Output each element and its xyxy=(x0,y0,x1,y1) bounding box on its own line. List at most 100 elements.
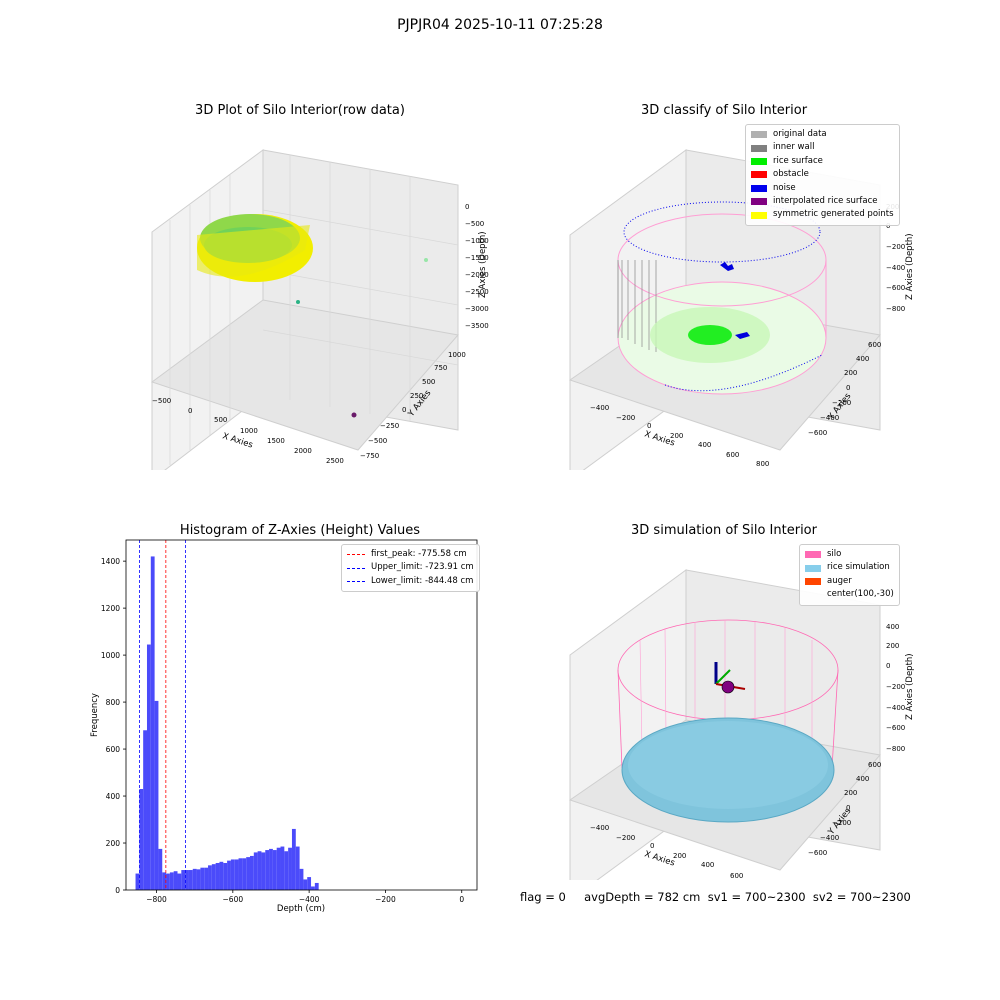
histogram-xlabel: Depth (cm) xyxy=(277,904,325,914)
histogram-bar xyxy=(238,858,243,890)
histogram-bar xyxy=(150,556,155,890)
raw-ztick: −2500 xyxy=(465,288,489,296)
histogram-bar xyxy=(227,860,231,890)
histogram-bar xyxy=(314,882,319,890)
histogram-y-tick-label: 1000 xyxy=(101,651,120,660)
histogram-bar xyxy=(280,846,285,890)
legend-item: center(100,-30) xyxy=(827,589,894,600)
raw-ytick: 250 xyxy=(410,392,423,400)
histogram-bar xyxy=(219,861,224,890)
simulation-ytick: 0 xyxy=(846,804,850,812)
histogram-bar xyxy=(135,873,140,890)
classify-silo xyxy=(617,201,827,395)
legend-item: Lower_limit: -844.48 cm xyxy=(347,575,474,588)
legend-item: silo xyxy=(805,548,894,561)
histogram-reference-lines xyxy=(139,540,186,890)
classify-ytick: −200 xyxy=(832,399,851,407)
simulation-xtick: 0 xyxy=(650,842,654,850)
classify-ytick: 0 xyxy=(846,384,850,392)
classify-xtick: 800 xyxy=(756,460,769,468)
histogram-y-tick-label: 800 xyxy=(106,698,121,707)
raw-point-cloud xyxy=(197,214,428,418)
histogram-bar xyxy=(177,873,182,890)
classify-ytick: 200 xyxy=(844,369,857,377)
histogram-x-tick-label: −400 xyxy=(299,895,320,904)
histogram-x-tick-label: −800 xyxy=(146,895,167,904)
legend-item: symmetric generated points xyxy=(751,208,894,221)
histogram-bar xyxy=(154,700,159,890)
classify-xtick: 600 xyxy=(726,451,739,459)
legend-item: noise xyxy=(751,182,894,195)
histogram-bar xyxy=(234,859,239,890)
classify-xtick: 400 xyxy=(698,441,711,449)
histogram-frame xyxy=(125,539,478,891)
simulation-zlabel: Z Axies (Depth) xyxy=(905,653,915,720)
histogram-x-ticks: −800 −600 −400 −200 0 xyxy=(146,890,464,904)
histogram-bar xyxy=(230,859,235,890)
simulation-ytick: 400 xyxy=(856,775,869,783)
classify-xtick: −400 xyxy=(590,404,609,412)
raw-plot-title: 3D Plot of Silo Interior(row data) xyxy=(195,103,405,118)
simulation-ytick: −400 xyxy=(820,834,839,842)
simulation-ztick: 200 xyxy=(886,642,899,650)
classify-zlabel: Z Axies (Depth) xyxy=(905,233,915,300)
histogram-bar xyxy=(261,852,266,890)
raw-ytick: 0 xyxy=(402,406,406,414)
simulation-xtick: −400 xyxy=(590,824,609,832)
histogram-bar xyxy=(257,851,262,890)
histogram-bar xyxy=(295,846,300,890)
simulation-ztick: 400 xyxy=(886,623,899,631)
histogram-ylabel: Frequency xyxy=(90,693,100,737)
histogram-bar xyxy=(249,855,254,890)
simulation-ztick: −200 xyxy=(886,683,905,691)
legend-item: interpolated rice surface xyxy=(751,195,894,208)
histogram-bar xyxy=(246,857,250,890)
histogram-y-tick-label: 600 xyxy=(106,745,121,754)
histogram-bar xyxy=(291,828,296,890)
simulation-ztick: −600 xyxy=(886,724,905,732)
classify-xtick: 200 xyxy=(670,432,683,440)
histogram-bar xyxy=(188,870,193,890)
histogram-bar xyxy=(208,865,212,890)
figure-title: PJPJR04 2025-10-11 07:25:28 xyxy=(397,17,603,33)
histogram-y-tick-label: 400 xyxy=(106,792,121,801)
histogram-bar xyxy=(166,873,170,890)
histogram-bar xyxy=(173,871,178,890)
classify-xtick: 0 xyxy=(647,422,651,430)
legend-item: rice simulation xyxy=(805,561,894,574)
legend-item: first_peak: -775.58 cm xyxy=(347,548,474,561)
histogram-bar xyxy=(143,730,147,890)
legend-item: original data xyxy=(751,128,894,141)
simulation-xtick: 400 xyxy=(701,861,714,869)
simulation-ztick: −800 xyxy=(886,745,905,753)
raw-ytick: −500 xyxy=(368,437,387,445)
classify-legend: original data inner wall rice surface ob… xyxy=(745,124,900,226)
histogram-bar xyxy=(181,870,186,890)
raw-ztick: −2000 xyxy=(465,271,489,279)
histogram-bar xyxy=(192,868,197,890)
histogram-x-tick-label: −200 xyxy=(375,895,396,904)
histogram-bar xyxy=(223,862,228,890)
histogram-bar xyxy=(162,872,167,890)
simulation-ytick: −200 xyxy=(832,819,851,827)
raw-xtick: 500 xyxy=(214,416,227,424)
histogram-bar xyxy=(303,879,308,890)
histogram-y-tick-label: 200 xyxy=(106,839,121,848)
histogram-bar xyxy=(288,847,292,890)
simulation-ztick: 0 xyxy=(886,662,890,670)
simulation-xtick: −200 xyxy=(616,834,635,842)
raw-xtick: 2000 xyxy=(294,447,312,455)
simulation-ytick: 600 xyxy=(868,761,881,769)
simulation-ytick: 200 xyxy=(844,789,857,797)
histogram-legend: first_peak: -775.58 cm Upper_limit: -723… xyxy=(341,544,480,593)
histogram-bar xyxy=(200,867,205,890)
histogram-bar xyxy=(196,869,201,890)
raw-ytick: −250 xyxy=(380,422,399,430)
raw-ztick: −500 xyxy=(465,220,484,228)
classify-ytick: −600 xyxy=(808,429,827,437)
histogram-y-ticks: 0 200 400 600 800 1000 1200 1400 xyxy=(101,557,126,895)
simulation-ytick: −600 xyxy=(808,849,827,857)
histogram-bar xyxy=(311,886,315,890)
histogram-bar xyxy=(242,858,247,890)
raw-ytick: 500 xyxy=(422,378,435,386)
